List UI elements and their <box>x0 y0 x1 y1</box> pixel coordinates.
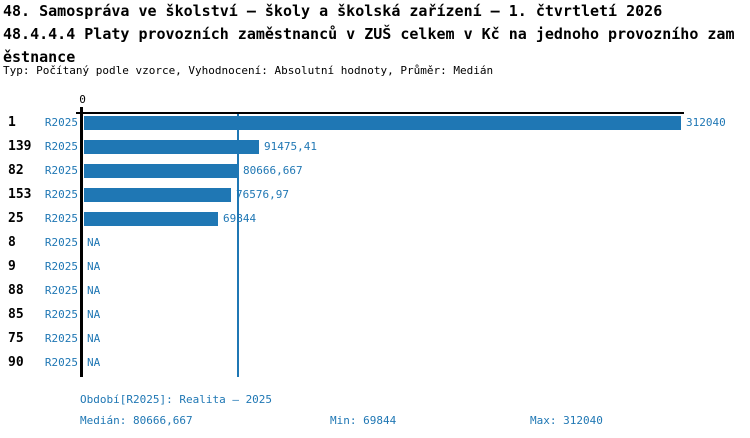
chart-row: 85 R2025 NA <box>0 305 750 329</box>
chart-row: 82 R2025 80666,667 <box>0 161 750 185</box>
row-id-label: 8 <box>8 235 16 250</box>
bar-value-label: NA <box>87 236 101 249</box>
bar-value-label: NA <box>87 332 101 345</box>
bar-value-label: NA <box>87 308 101 321</box>
row-id-label: 90 <box>8 355 24 370</box>
row-id-label: 82 <box>8 163 24 178</box>
bar <box>84 116 681 130</box>
bar-value-label: NA <box>87 284 101 297</box>
chart-row: 75 R2025 NA <box>0 329 750 353</box>
page-title-line3: ěstnance <box>3 48 76 66</box>
bar <box>84 188 231 202</box>
row-period-label: R2025 <box>44 188 78 201</box>
row-period-label: R2025 <box>44 308 78 321</box>
row-id-label: 88 <box>8 283 24 298</box>
row-period-label: R2025 <box>44 140 78 153</box>
row-period-label: R2025 <box>44 164 78 177</box>
chart-row: 139 R2025 91475,41 <box>0 137 750 161</box>
period-legend: Období[R2025]: Realita – 2025 <box>80 393 273 406</box>
row-period-label: R2025 <box>44 236 78 249</box>
chart-row: 8 R2025 NA <box>0 233 750 257</box>
chart-row: 9 R2025 NA <box>0 257 750 281</box>
zero-tick-label: 0 <box>79 93 86 106</box>
row-period-label: R2025 <box>44 332 78 345</box>
median-reference-line <box>237 113 239 377</box>
row-period-label: R2025 <box>44 356 78 369</box>
chart-row: 153 R2025 76576,97 <box>0 185 750 209</box>
bar-value-label: NA <box>87 260 101 273</box>
row-id-label: 85 <box>8 307 24 322</box>
row-period-label: R2025 <box>44 116 78 129</box>
row-id-label: 25 <box>8 211 24 226</box>
page-title-line1: 48. Samospráva ve školství – školy a ško… <box>3 2 663 20</box>
stat-median: Medián: 80666,667 <box>80 414 193 427</box>
row-id-label: 75 <box>8 331 24 346</box>
chart-row: 90 R2025 NA <box>0 353 750 377</box>
bar-value-label: 312040 <box>686 116 726 129</box>
row-period-label: R2025 <box>44 260 78 273</box>
row-id-label: 139 <box>8 139 32 154</box>
stat-max: Max: 312040 <box>530 414 603 427</box>
row-id-label: 1 <box>8 115 16 130</box>
stat-min: Min: 69844 <box>330 414 397 427</box>
chart-row: 25 R2025 69844 <box>0 209 750 233</box>
row-id-label: 153 <box>8 187 32 202</box>
bar <box>84 212 218 226</box>
bar <box>84 164 238 178</box>
row-id-label: 9 <box>8 259 16 274</box>
chart-subtitle: Typ: Počítaný podle vzorce, Vyhodnocení:… <box>3 64 494 77</box>
bar-value-label: 91475,41 <box>264 140 317 153</box>
bar <box>84 140 259 154</box>
row-period-label: R2025 <box>44 212 78 225</box>
bar-value-label: 69844 <box>223 212 257 225</box>
bar-value-label: 80666,667 <box>243 164 303 177</box>
bar-value-label: NA <box>87 356 101 369</box>
chart-row: 1 R2025 312040 <box>0 113 750 137</box>
y-axis-line <box>80 107 83 377</box>
page-title-line2: 48.4.4.4 Platy provozních zaměstnanců v … <box>3 25 735 43</box>
x-axis-top-line <box>76 112 684 114</box>
bar-value-label: 76576,97 <box>236 188 289 201</box>
row-period-label: R2025 <box>44 284 78 297</box>
chart-row: 88 R2025 NA <box>0 281 750 305</box>
